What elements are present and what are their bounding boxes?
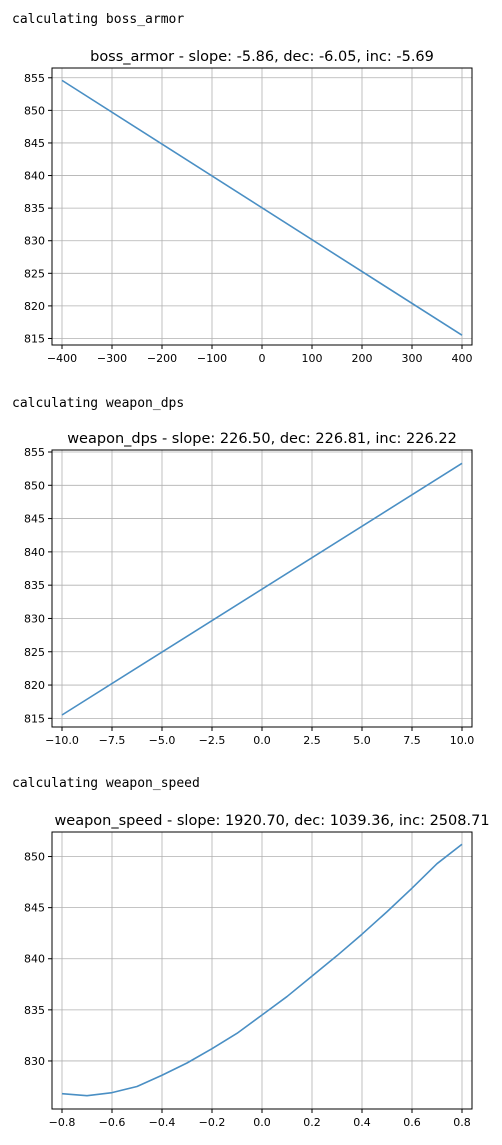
y-tick-label: 845 [24, 902, 45, 915]
chart-boss-armor: boss_armor - slope: -5.86, dec: -6.05, i… [24, 49, 473, 365]
x-tick-label: 7.5 [403, 734, 421, 747]
x-tick-label: −7.5 [99, 734, 126, 747]
x-tick-label: −0.6 [99, 1116, 126, 1129]
series-line [61, 843, 463, 1097]
y-tick-label: 855 [24, 72, 45, 85]
y-tick-label: 835 [24, 1004, 45, 1017]
x-tick-label: 200 [352, 352, 373, 365]
y-tick-label: 830 [24, 1055, 45, 1068]
y-tick-label: 815 [24, 332, 45, 345]
output-label-boss-armor: calculating boss_armor [12, 12, 185, 27]
y-tick-label: 855 [24, 446, 45, 459]
x-tick-label: −0.4 [149, 1116, 176, 1129]
y-tick-label: 845 [24, 513, 45, 526]
x-tick-label: −5.0 [149, 734, 176, 747]
y-tick-label: 840 [24, 953, 45, 966]
x-tick-label: 400 [452, 352, 473, 365]
y-tick-label: 825 [24, 646, 45, 659]
x-tick-label: −400 [47, 352, 77, 365]
x-tick-label: 2.5 [303, 734, 321, 747]
y-tick-label: 840 [24, 546, 45, 559]
x-tick-label: 0.4 [353, 1116, 371, 1129]
x-tick-label: 0 [259, 352, 266, 365]
chart-weapon-speed: weapon_speed - slope: 1920.70, dec: 1039… [24, 813, 490, 1129]
y-tick-label: 850 [24, 851, 45, 864]
y-tick-label: 835 [24, 579, 45, 592]
x-tick-label: 300 [402, 352, 423, 365]
chart-weapon-dps: weapon_dps - slope: 226.50, dec: 226.81,… [24, 431, 475, 747]
y-tick-label: 825 [24, 267, 45, 280]
y-tick-label: 815 [24, 712, 45, 725]
chart-title: weapon_speed - slope: 1920.70, dec: 1039… [54, 813, 489, 829]
x-tick-label: 0.8 [453, 1116, 471, 1129]
x-tick-label: −2.5 [199, 734, 226, 747]
x-tick-label: 100 [302, 352, 323, 365]
x-tick-label: −300 [97, 352, 127, 365]
series-line [61, 79, 463, 336]
chart-title: boss_armor - slope: -5.86, dec: -6.05, i… [90, 49, 434, 65]
y-tick-label: 835 [24, 202, 45, 215]
x-tick-label: 10.0 [450, 734, 475, 747]
output-label-weapon-dps: calculating weapon_dps [12, 396, 185, 411]
output-label-weapon-speed: calculating weapon_speed [12, 776, 200, 791]
y-tick-label: 850 [24, 479, 45, 492]
x-tick-label: 0.2 [303, 1116, 321, 1129]
x-tick-label: 0.6 [403, 1116, 421, 1129]
x-tick-label: −200 [147, 352, 177, 365]
x-tick-label: −10.0 [45, 734, 79, 747]
y-tick-label: 820 [24, 300, 45, 313]
y-tick-label: 840 [24, 170, 45, 183]
y-tick-label: 850 [24, 104, 45, 117]
x-tick-label: 0.0 [253, 734, 271, 747]
series-line [61, 462, 463, 716]
y-tick-label: 820 [24, 679, 45, 692]
y-tick-label: 845 [24, 137, 45, 150]
x-tick-label: −100 [197, 352, 227, 365]
x-tick-label: −0.2 [199, 1116, 226, 1129]
chart-title: weapon_dps - slope: 226.50, dec: 226.81,… [67, 431, 457, 447]
x-tick-label: −0.8 [49, 1116, 76, 1129]
y-tick-label: 830 [24, 235, 45, 248]
x-tick-label: 0.0 [253, 1116, 271, 1129]
y-tick-label: 830 [24, 612, 45, 625]
x-tick-label: 5.0 [353, 734, 371, 747]
